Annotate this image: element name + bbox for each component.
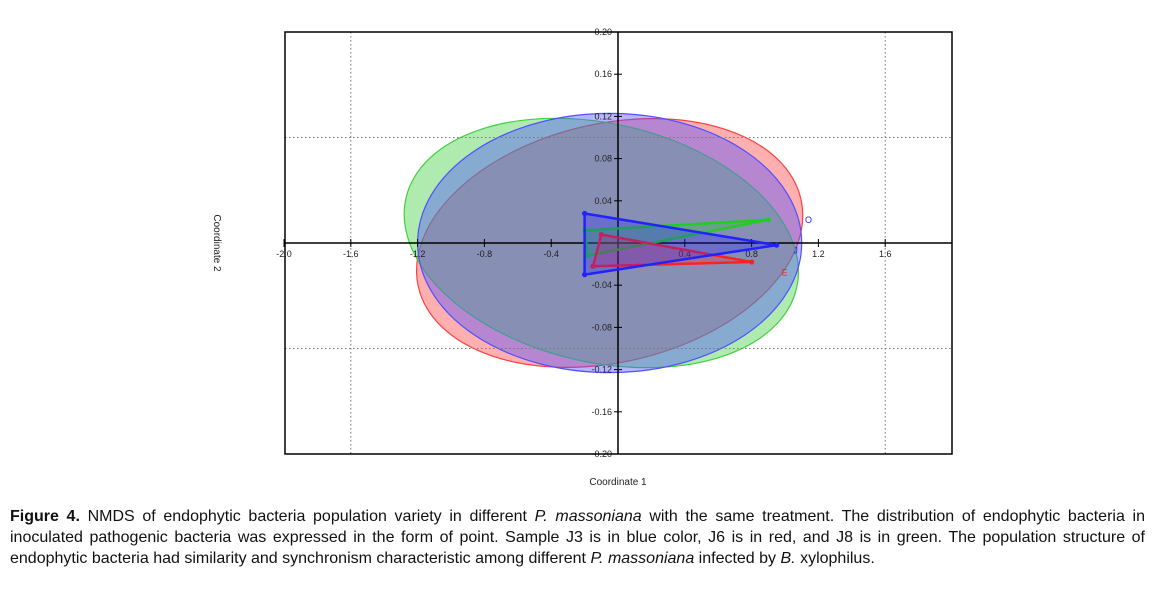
point-j6: [598, 231, 604, 238]
y-tick-label: -0.08: [591, 322, 612, 332]
caption-species-2: P. massoniana: [590, 550, 695, 567]
x-tick-label: 1.6: [879, 249, 892, 259]
point-j6: [590, 263, 596, 269]
point-j3: [582, 210, 588, 217]
x-axis-title: Coordinate 1: [589, 477, 647, 488]
x-tick-label: 0.8: [745, 249, 758, 259]
caption-species-1: P. massoniana: [534, 508, 642, 525]
plot-frame: [284, 31, 953, 455]
x-tick-label: 1.2: [812, 249, 825, 259]
y-tick-label: -0.04: [591, 280, 612, 290]
hull-j6: [591, 233, 752, 268]
point-label: J: [793, 245, 798, 255]
caption-text-1: NMDS of endophytic bacteria population v…: [79, 508, 535, 525]
x-tick-label: -0.4: [543, 249, 559, 259]
nmds-chart: -2.0 -1.6 -1.2 -0.8 -0.4 0.4 0.8 1.2 1.60.200.16…: [211, 27, 953, 488]
x-tick-label: -1.6: [343, 249, 359, 259]
point-j8: [585, 253, 591, 259]
point-j3: [582, 272, 588, 278]
y-tick-label: 0.12: [594, 111, 612, 121]
y-tick-label: -0.16: [591, 407, 612, 417]
labels-layer: O J E: [782, 215, 812, 278]
point-j3: [774, 242, 780, 248]
caption-species-3: B.: [780, 550, 796, 567]
hull-j3: [583, 211, 777, 277]
x-tick-label: -1.2: [410, 249, 426, 259]
x-tick-label: -0.8: [477, 249, 493, 259]
y-axis-title: Coordinate 2: [211, 214, 222, 272]
series-layer: [582, 210, 780, 278]
y-tick-label: 0.08: [594, 154, 612, 164]
caption-text-2: with the same treatment. The distributio…: [10, 508, 1145, 567]
point-label: O: [805, 215, 812, 225]
hull-j8: [583, 218, 769, 258]
point-j8: [765, 217, 771, 223]
axes: -2.0 -1.6 -1.2 -0.8 -0.4 0.4 0.8 1.2 1.60.200.16…: [276, 27, 952, 459]
y-tick-label: 0.16: [594, 69, 612, 79]
y-tick-label: 0.04: [594, 196, 612, 206]
figure-caption: Figure 4. NMDS of endophytic bacteria po…: [10, 506, 1145, 569]
point-label: E: [782, 268, 788, 278]
point-j6: [749, 259, 755, 265]
y-tick-label: -0.12: [591, 365, 612, 375]
caption-text-3: infected by: [694, 550, 781, 567]
x-tick-label: 0.4: [679, 249, 692, 259]
x-tick-label: -2.0: [276, 249, 292, 259]
caption-text-4: xylophilus.: [795, 550, 875, 567]
figure-label: Figure 4.: [10, 508, 80, 525]
